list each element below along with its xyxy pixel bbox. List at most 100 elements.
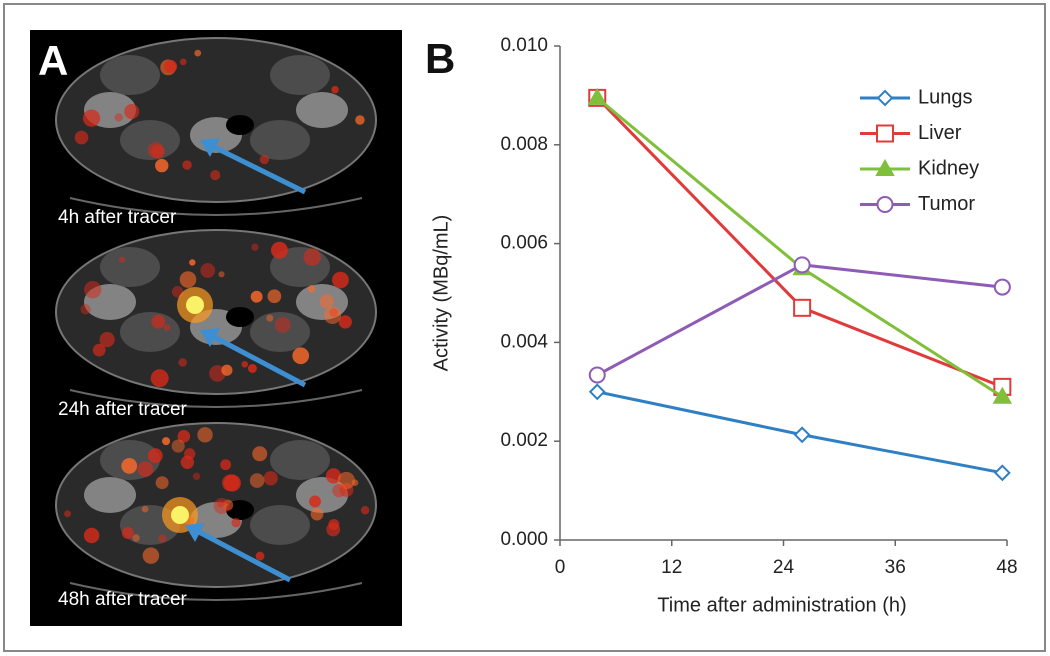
table-line bbox=[69, 389, 363, 408]
marker bbox=[793, 256, 811, 274]
uptake-spot bbox=[213, 497, 230, 514]
bone bbox=[296, 92, 348, 128]
uptake-spot bbox=[222, 499, 234, 511]
uptake-spot bbox=[307, 285, 316, 293]
uptake-spot bbox=[326, 522, 341, 537]
uptake-spot bbox=[332, 484, 346, 498]
uptake-spot bbox=[132, 534, 140, 542]
uptake-spot bbox=[194, 49, 202, 57]
tissue bbox=[100, 55, 160, 95]
uptake-spot bbox=[267, 289, 282, 304]
arrow-shaft bbox=[212, 144, 307, 195]
legend-label: Tumor bbox=[918, 193, 975, 215]
marker bbox=[588, 366, 606, 384]
uptake-spot bbox=[64, 510, 72, 518]
uptake-spot bbox=[325, 468, 342, 484]
uptake-spot bbox=[270, 241, 288, 259]
uptake-spot bbox=[223, 474, 241, 492]
uptake-spot bbox=[179, 271, 197, 288]
uptake-spot bbox=[303, 248, 321, 266]
uptake-spot bbox=[338, 315, 352, 329]
uptake-spot bbox=[319, 294, 334, 309]
uptake-spot bbox=[164, 60, 178, 73]
caption: 4h after tracer bbox=[58, 207, 177, 228]
uptake-spot bbox=[124, 104, 140, 120]
uptake-spot bbox=[331, 85, 339, 94]
uptake-spot bbox=[250, 290, 263, 303]
uptake-spot bbox=[200, 263, 216, 278]
airway bbox=[226, 115, 254, 135]
x-tick-label: 36 bbox=[885, 557, 906, 578]
uptake-spot bbox=[210, 170, 221, 181]
uptake-spot bbox=[118, 256, 126, 263]
marker bbox=[993, 278, 1011, 296]
uptake-spot bbox=[332, 271, 349, 289]
panel-label: B bbox=[425, 35, 455, 82]
hot-spot bbox=[171, 506, 189, 524]
uptake-spot bbox=[247, 364, 257, 373]
tissue bbox=[250, 120, 310, 160]
arrow-shaft bbox=[197, 529, 292, 583]
tissue bbox=[250, 505, 310, 545]
uptake-spot bbox=[114, 113, 123, 122]
uptake-spot bbox=[189, 259, 196, 266]
arrow-head bbox=[185, 523, 205, 542]
x-tick-label: 48 bbox=[996, 557, 1017, 578]
uptake-spot bbox=[150, 144, 165, 159]
arrow-shaft bbox=[212, 334, 307, 388]
tissue bbox=[270, 440, 330, 480]
uptake-spot bbox=[192, 472, 201, 481]
marker bbox=[992, 386, 1013, 404]
uptake-spot bbox=[310, 507, 324, 521]
uptake-spot bbox=[197, 427, 213, 443]
uptake-spot bbox=[231, 518, 241, 528]
marker bbox=[793, 298, 812, 317]
legend-marker bbox=[876, 196, 894, 213]
arrow-head bbox=[200, 328, 220, 347]
uptake-spot bbox=[292, 347, 310, 365]
uptake-spot bbox=[155, 476, 169, 490]
uptake-spot bbox=[221, 364, 233, 376]
uptake-spot bbox=[241, 360, 249, 368]
y-tick-label: 0.006 bbox=[500, 233, 548, 254]
y-tick-label: 0.010 bbox=[500, 35, 548, 56]
marker bbox=[587, 87, 607, 105]
uptake-spot bbox=[182, 160, 192, 170]
x-tick-label: 12 bbox=[661, 557, 682, 578]
y-tick-label: 0.000 bbox=[500, 529, 548, 550]
uptake-spot bbox=[177, 430, 191, 443]
caption: 24h after tracer bbox=[58, 399, 188, 420]
uptake-spot bbox=[80, 304, 91, 315]
caption: 48h after tracer bbox=[58, 589, 188, 610]
uptake-spot bbox=[99, 331, 115, 348]
uptake-spot bbox=[163, 324, 171, 332]
uptake-spot bbox=[83, 527, 100, 544]
uptake-spot bbox=[360, 505, 370, 515]
legend-marker bbox=[876, 89, 894, 107]
uptake-spot bbox=[147, 448, 163, 464]
uptake-spot bbox=[162, 437, 171, 446]
panel-a bbox=[30, 30, 402, 626]
marker bbox=[793, 426, 811, 444]
uptake-spot bbox=[309, 495, 321, 508]
uptake-spot bbox=[150, 369, 169, 388]
uptake-spot bbox=[251, 243, 259, 251]
hot-spot bbox=[186, 296, 204, 314]
tissue bbox=[120, 312, 180, 352]
uptake-spot bbox=[179, 58, 187, 66]
legend-label: Kidney bbox=[918, 157, 979, 179]
uptake-spot bbox=[142, 547, 160, 564]
uptake-spot bbox=[82, 109, 101, 127]
marker bbox=[993, 464, 1011, 482]
uptake-spot bbox=[249, 473, 265, 488]
airway bbox=[226, 307, 254, 327]
legend-label: Liver bbox=[918, 122, 962, 144]
uptake-spot bbox=[141, 505, 149, 513]
x-tick-label: 0 bbox=[555, 557, 566, 578]
tissue bbox=[120, 120, 180, 160]
legend-label: Lungs bbox=[918, 86, 973, 108]
uptake-spot bbox=[137, 461, 154, 478]
y-tick-label: 0.004 bbox=[500, 331, 548, 352]
uptake-spot bbox=[151, 314, 166, 329]
